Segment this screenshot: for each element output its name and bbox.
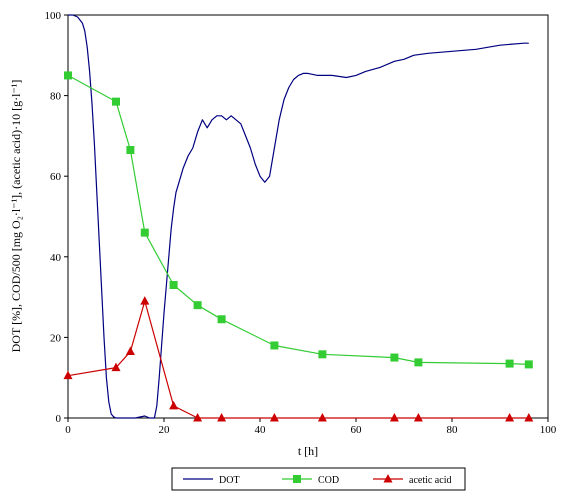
legend-label: acetic acid	[409, 475, 451, 486]
y-axis-label: DOT [%], COD/500 [mg O₂·l⁻¹], (acetic ac…	[9, 80, 23, 353]
x-tick-label: 0	[65, 424, 71, 436]
data-point-cod	[64, 71, 72, 80]
data-point-acetic-acid	[193, 413, 203, 422]
legend-item-acetic-acid: acetic acid	[373, 474, 451, 486]
data-point-acetic-acid	[524, 413, 534, 422]
data-point-cod	[505, 359, 514, 368]
y-tick-label: 80	[50, 91, 62, 103]
series-dot	[68, 14, 529, 419]
y-tick-label: 100	[45, 10, 62, 22]
data-point-acetic-acid	[125, 346, 135, 356]
data-point-cod	[126, 146, 135, 155]
data-point-cod	[270, 341, 279, 350]
series-group	[63, 14, 534, 422]
data-point-cod	[140, 228, 149, 237]
legend-label: DOT	[219, 475, 240, 486]
data-point-cod	[390, 353, 399, 362]
data-point-acetic-acid	[269, 413, 279, 422]
legend-item-cod: COD	[282, 475, 339, 486]
legend-swatch-marker	[383, 474, 393, 483]
legend: DOT COD acetic acid	[171, 467, 466, 491]
series-line-dot	[68, 14, 529, 419]
x-tick-label: 80	[447, 424, 459, 436]
x-tick-label: 60	[351, 424, 363, 436]
legend-box	[171, 467, 466, 491]
x-tick-label: 20	[159, 424, 171, 436]
data-point-acetic-acid	[217, 413, 227, 422]
legend-label: COD	[318, 475, 339, 486]
x-axis-label: t [h]	[298, 444, 318, 458]
axes: 0 20 40 60 80 100 0 20 40 60 80 100	[45, 10, 557, 436]
data-point-cod	[414, 358, 423, 367]
data-point-cod	[193, 301, 202, 310]
y-tick-label: 0	[56, 413, 62, 425]
series-acetic-acid	[63, 296, 534, 422]
y-tick-label: 20	[50, 332, 62, 344]
data-point-acetic-acid	[505, 413, 515, 422]
plot-area	[67, 14, 549, 419]
x-tick-label: 40	[255, 424, 267, 436]
data-point-cod	[524, 360, 533, 369]
data-point-acetic-acid	[63, 370, 73, 380]
data-point-acetic-acid	[413, 413, 423, 422]
data-point-acetic-acid	[389, 413, 399, 422]
data-point-acetic-acid	[111, 362, 121, 372]
legend-item-dot: DOT	[183, 475, 240, 486]
data-point-cod	[217, 315, 226, 324]
data-point-cod	[169, 281, 178, 290]
data-point-acetic-acid	[140, 296, 150, 305]
y-tick-label: 60	[50, 171, 62, 183]
data-point-acetic-acid	[317, 413, 327, 422]
data-point-cod	[318, 350, 327, 359]
y-tick-label: 40	[50, 252, 62, 264]
legend-swatch-marker	[293, 475, 301, 483]
x-tick-label: 100	[540, 424, 557, 436]
data-point-acetic-acid	[169, 400, 179, 410]
data-point-cod	[112, 97, 120, 106]
series-cod	[64, 71, 533, 369]
